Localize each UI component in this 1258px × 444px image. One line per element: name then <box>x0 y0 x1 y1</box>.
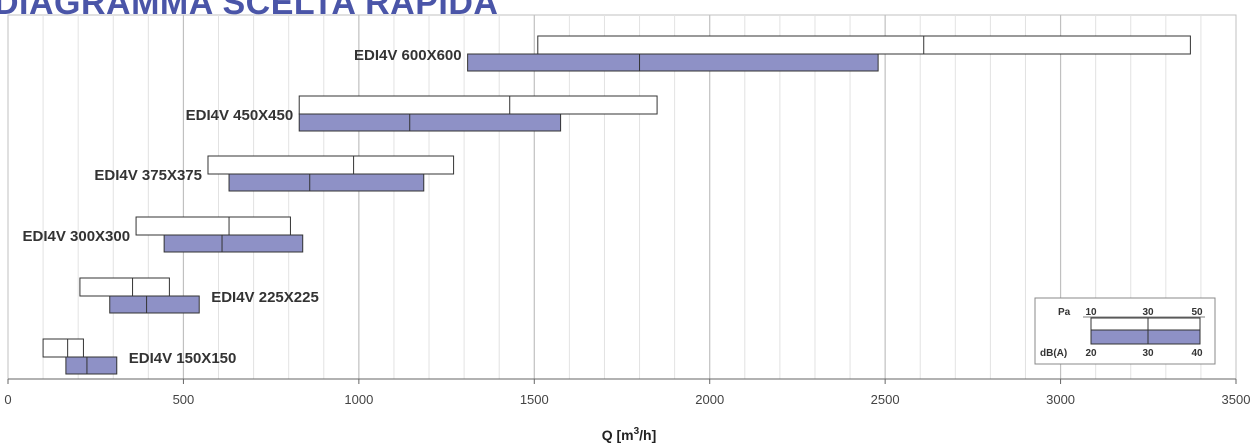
dba-range-bar <box>298 113 562 132</box>
x-axis: 0 500 1000 1500 2000 2500 3000 3500 <box>4 378 1251 407</box>
pa-range-bar <box>207 155 455 175</box>
x-axis-label: Q [m3/h] <box>602 426 657 443</box>
grid-lines <box>7 14 1237 380</box>
series-label: EDI4V 150X150 <box>129 350 237 367</box>
legend-dba-label: dB(A) <box>1040 348 1067 359</box>
x-tick-label: 2500 <box>871 392 900 407</box>
x-tick-label: 500 <box>173 392 195 407</box>
legend-pa-tick-1: 10 <box>1085 307 1097 318</box>
x-tick-label: 3000 <box>1046 392 1075 407</box>
series-label: EDI4V 225X225 <box>211 289 319 306</box>
x-tick-label: 0 <box>4 392 11 407</box>
series-label: EDI4V 375X375 <box>94 167 202 184</box>
pa-range-bar <box>135 216 291 236</box>
series-label: EDI4V 450X450 <box>186 107 294 124</box>
dba-range-bar <box>65 356 118 375</box>
series-label: EDI4V 300X300 <box>22 228 130 245</box>
series-labels: EDI4V 600X600 EDI4V 450X450 EDI4V 375X375 E… <box>22 47 461 367</box>
legend-pa-tick-2: 30 <box>1142 307 1154 318</box>
legend-dba-tick-1: 20 <box>1085 348 1097 359</box>
series-label: EDI4V 600X600 <box>354 47 462 64</box>
x-tick-label: 2000 <box>695 392 724 407</box>
pa-range-bar <box>42 338 84 358</box>
dba-range-bar <box>163 234 304 253</box>
legend-pa-bar <box>1090 317 1201 331</box>
plot-frame <box>7 14 1237 380</box>
dba-range-bar <box>228 173 425 192</box>
x-tick-label: 3500 <box>1222 392 1251 407</box>
x-tick-label: 1500 <box>520 392 549 407</box>
legend-dba-bar <box>1090 329 1201 345</box>
legend: Pa 10 30 50 dB(A) 20 30 40 <box>1034 297 1216 365</box>
legend-dba-tick-3: 40 <box>1191 348 1203 359</box>
legend-pa-tick-3: 50 <box>1191 307 1203 318</box>
legend-pa-label: Pa <box>1058 307 1071 318</box>
dba-range-bar <box>109 295 200 314</box>
pa-range-bar <box>298 95 658 115</box>
legend-dba-tick-2: 30 <box>1142 348 1154 359</box>
pa-range-bar <box>537 35 1191 55</box>
dba-range-bar <box>467 53 879 72</box>
x-tick-label: 1000 <box>344 392 373 407</box>
bars-group <box>42 35 1191 375</box>
pa-range-bar <box>79 277 170 297</box>
